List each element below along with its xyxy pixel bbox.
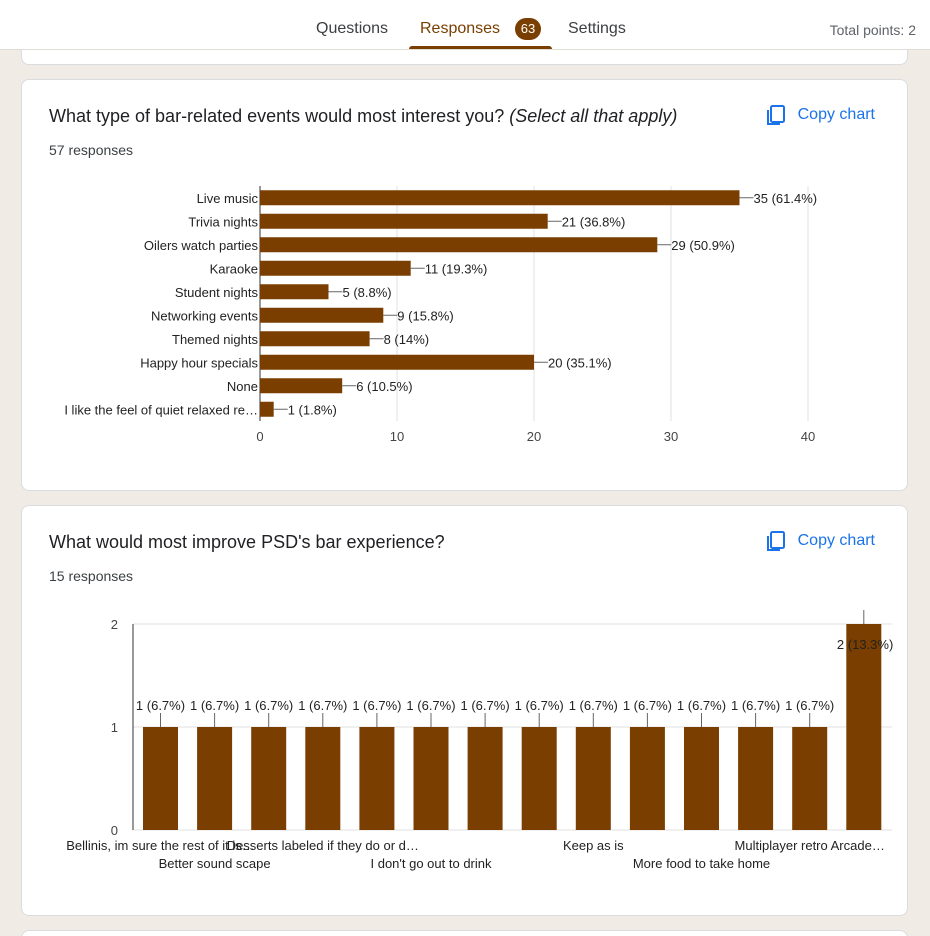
question-title: What would most improve PSD's bar experi…: [49, 532, 445, 553]
question-title-note: (Select all that apply): [509, 106, 678, 126]
improvements-bar-chart: 0 1 2 1 (6.7%) Bellinis, im sure the rest of…: [66, 610, 893, 871]
bar: [629, 727, 665, 830]
data-label: 1 (6.7%): [677, 698, 726, 713]
bar: [260, 284, 329, 300]
data-label: 29 (50.9%): [671, 238, 735, 253]
bar: [359, 727, 395, 830]
data-label: 1 (6.7%): [515, 698, 564, 713]
bar: [260, 401, 274, 417]
data-label: 1 (6.7%): [190, 698, 239, 713]
category-label: Networking events: [151, 308, 258, 323]
bar: [684, 727, 719, 830]
tab-settings[interactable]: Settings: [568, 20, 626, 37]
bar: [260, 237, 658, 253]
category-label: Oilers watch parties: [144, 238, 259, 253]
y-tick-label: 1: [111, 720, 118, 735]
bar: [738, 727, 774, 830]
responses-count-badge: 63: [515, 18, 541, 40]
data-label: 11 (19.3%): [425, 261, 488, 276]
data-label: 1 (6.7%): [136, 698, 185, 713]
category-label: I don't go out to drink: [370, 856, 492, 871]
question-card-events: What type of bar-related events would mo…: [21, 79, 908, 491]
data-label: 1 (6.7%): [731, 698, 780, 713]
question-title: What type of bar-related events would mo…: [49, 106, 677, 127]
data-label: 8 (14%): [384, 332, 430, 347]
response-count: 57 responses: [49, 142, 134, 158]
category-label: I like the feel of quiet relaxed re…: [64, 402, 258, 417]
copy-chart-label: Copy chart: [797, 106, 875, 123]
data-label: 1 (6.7%): [461, 698, 510, 713]
bar: [260, 260, 411, 276]
data-label: 9 (15.8%): [397, 308, 453, 323]
data-label: 21 (36.8%): [562, 214, 626, 229]
tab-responses[interactable]: Responses: [420, 20, 501, 37]
x-tick-label: 0: [256, 429, 263, 444]
category-label: More food to take home: [633, 856, 770, 871]
question-title-text: What type of bar-related events would mo…: [49, 106, 505, 126]
category-label: Desserts labeled if they do or d…: [227, 838, 419, 853]
category-label: Trivia nights: [188, 214, 258, 229]
y-tick-label: 2: [111, 617, 118, 632]
x-tick-label: 30: [664, 429, 678, 444]
category-label: Better sound scape: [159, 856, 271, 871]
bar: [143, 727, 178, 830]
bar: [260, 190, 740, 206]
category-label: Themed nights: [172, 332, 258, 347]
bar: [575, 727, 611, 830]
category-label: Multiplayer retro Arcade…: [735, 838, 885, 853]
category-label: None: [227, 379, 258, 394]
data-label: 20 (35.1%): [548, 355, 612, 370]
data-label: 1 (6.7%): [298, 698, 347, 713]
copy-chart-button[interactable]: Copy chart: [764, 527, 875, 555]
x-tick-label: 40: [801, 429, 815, 444]
next-card: [21, 930, 908, 936]
total-points-label: Total points: 2: [829, 22, 916, 38]
bar: [251, 727, 287, 830]
category-label: Happy hour specials: [140, 355, 258, 370]
y-tick-label: 0: [111, 823, 118, 838]
data-label: 1 (6.7%): [352, 698, 401, 713]
bar: [792, 727, 828, 830]
copy-chart-label: Copy chart: [797, 532, 875, 549]
data-label: 1 (1.8%): [288, 402, 337, 417]
x-tick-label: 10: [390, 429, 404, 444]
x-tick-label: 20: [527, 429, 541, 444]
data-label: 1 (6.7%): [785, 698, 834, 713]
bar: [467, 727, 503, 830]
data-label: 1 (6.7%): [569, 698, 618, 713]
response-count: 15 responses: [49, 568, 134, 584]
tab-questions[interactable]: Questions: [316, 20, 389, 37]
category-label: Karaoke: [210, 261, 258, 276]
bar: [305, 727, 341, 830]
category-label: Student nights: [175, 285, 259, 300]
bar: [260, 378, 343, 394]
copy-icon: [766, 105, 785, 125]
top-navigation-bar: Questions Responses 63 Settings Total po…: [0, 0, 930, 50]
data-label: 1 (6.7%): [244, 698, 293, 713]
category-label: Bellinis, im sure the rest of it is…: [66, 838, 255, 853]
active-tab-indicator: [409, 46, 552, 49]
copy-icon: [766, 531, 785, 551]
bar: [521, 727, 557, 830]
data-label: 35 (61.4%): [754, 191, 818, 206]
bar: [260, 354, 534, 370]
copy-chart-button[interactable]: Copy chart: [764, 101, 875, 129]
data-label: 1 (6.7%): [406, 698, 455, 713]
bar: [260, 331, 370, 347]
data-label: 6 (10.5%): [356, 379, 412, 394]
category-label: Keep as is: [563, 838, 624, 853]
bar: [260, 307, 384, 323]
data-label: 5 (8.8%): [343, 285, 392, 300]
bar: [846, 624, 882, 830]
question-card-improve: What would most improve PSD's bar experi…: [21, 505, 908, 916]
category-label: Live music: [197, 191, 259, 206]
bar: [260, 213, 548, 229]
bar: [197, 727, 233, 830]
data-label: 1 (6.7%): [623, 698, 672, 713]
data-label: 2 (13.3%): [837, 637, 893, 652]
bar: [413, 727, 449, 830]
question-title-text: What would most improve PSD's bar experi…: [49, 532, 445, 552]
events-bar-chart: 0 10 20 30 40 Live music 35 (61.4%) Trivia nigh…: [64, 186, 818, 444]
